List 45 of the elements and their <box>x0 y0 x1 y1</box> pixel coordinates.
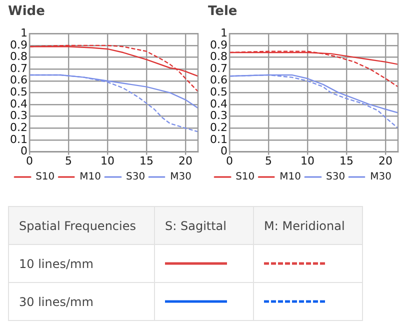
legend-label: S10 <box>36 172 55 183</box>
legend-label: M30 <box>370 172 392 183</box>
y-tick-label: 0.9 <box>10 38 28 52</box>
legend-label: M30 <box>170 172 192 183</box>
y-tick-label: 0.8 <box>10 50 28 64</box>
y-tick-label: 0.6 <box>210 74 228 87</box>
x-tick-label: 10 <box>300 154 315 168</box>
text: 30 lines/mm <box>8 282 154 320</box>
x-tick-label: 10 <box>100 154 115 168</box>
y-tick-label: 0.7 <box>10 62 28 75</box>
text: M: Meridional <box>254 206 362 244</box>
y-tick-label: 0.7 <box>210 62 228 75</box>
y-tick-label: 0 <box>20 144 28 158</box>
y-tick-label: 0.5 <box>10 86 28 99</box>
legend-label: S10 <box>236 172 255 183</box>
y-tick-label: 0.5 <box>210 86 228 99</box>
y-tick-label: 1 <box>20 26 28 40</box>
legend-label: S30 <box>326 172 346 183</box>
legend-label: S30 <box>126 172 146 183</box>
x-tick-label: 20 <box>178 154 193 168</box>
y-tick-label: 0.3 <box>210 109 228 122</box>
y-tick-label: 0.3 <box>10 109 28 122</box>
y-tick-label: 0.2 <box>10 121 28 134</box>
y-tick-label: 0.4 <box>210 97 228 110</box>
y-tick-label: 0.1 <box>210 132 228 146</box>
y-tick-label: 0.4 <box>10 97 28 110</box>
x-tick-label: 5 <box>265 154 272 168</box>
x-tick-label: 5 <box>65 154 72 168</box>
x-tick-label: 15 <box>340 154 354 168</box>
y-tick-label: 0.8 <box>210 50 228 64</box>
y-tick-label: 0 <box>220 144 228 158</box>
legend-label: M10 <box>80 172 102 183</box>
legend-label: M10 <box>280 172 302 183</box>
chart-title: Wide <box>8 4 46 20</box>
x-tick-label: 20 <box>378 154 393 168</box>
y-tick-label: 1 <box>220 26 228 40</box>
text: S: Sagittal <box>154 206 254 244</box>
y-tick-label: 0.9 <box>210 38 228 52</box>
text: Spatial Frequencies <box>8 206 154 244</box>
y-tick-label: 0.6 <box>10 74 28 87</box>
chart-title: Tele <box>208 4 238 20</box>
y-tick-label: 0.1 <box>10 132 28 146</box>
text: 10 lines/mm <box>8 244 154 282</box>
x-tick-label: 15 <box>140 154 154 168</box>
y-tick-label: 0.2 <box>210 121 228 134</box>
